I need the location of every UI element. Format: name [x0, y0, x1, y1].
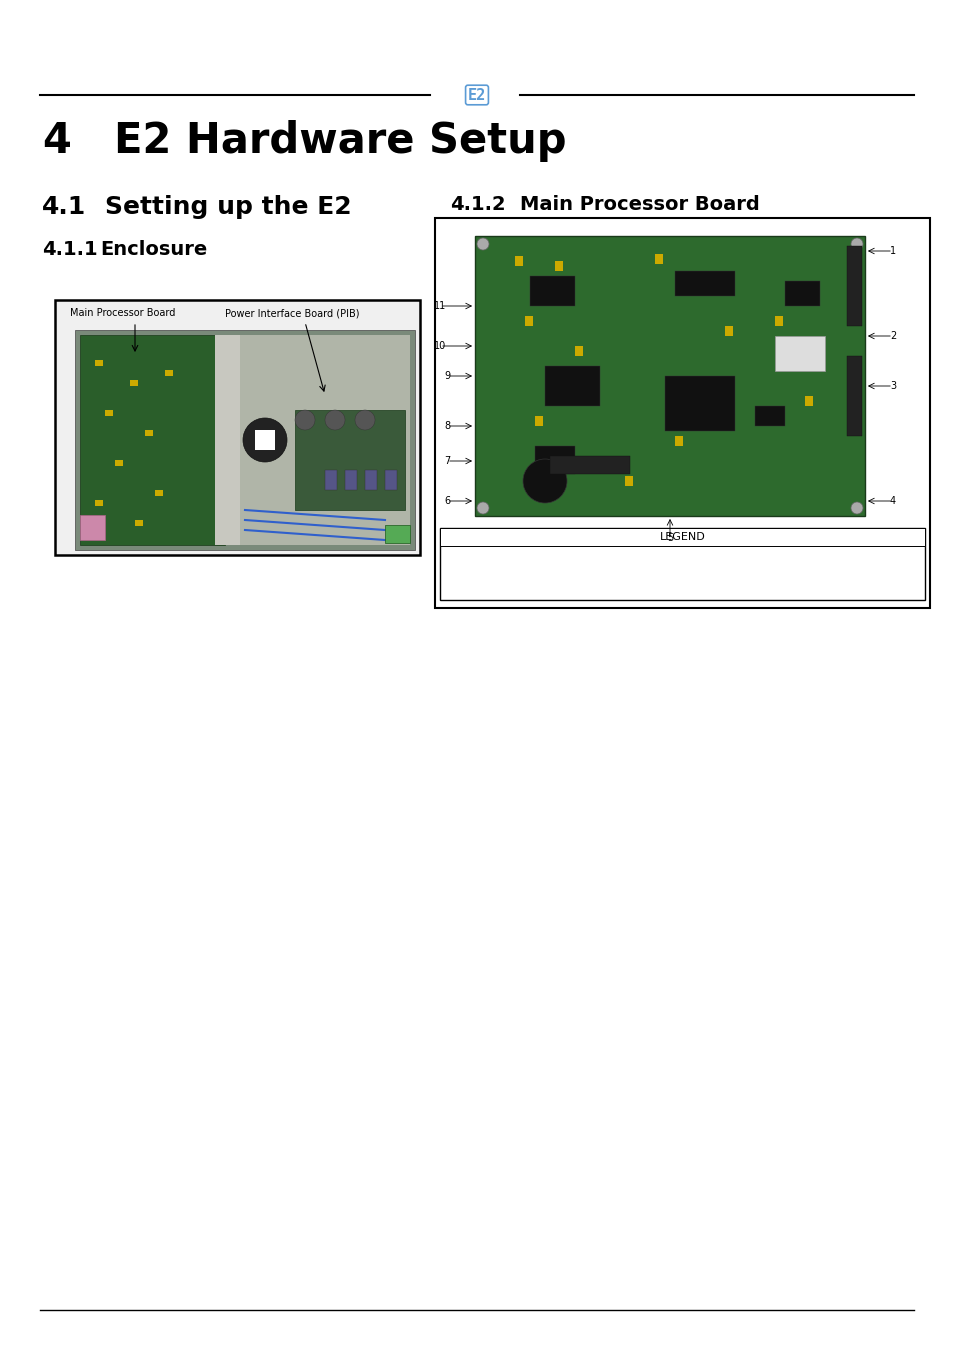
Text: 3: 3 — [889, 381, 895, 392]
Bar — [95, 360, 103, 366]
Bar — [135, 520, 143, 526]
Bar — [105, 410, 112, 416]
Text: 11: 11 — [434, 301, 446, 310]
Text: 6: 6 — [443, 495, 450, 506]
Bar — [80, 335, 225, 545]
Circle shape — [850, 502, 862, 514]
Bar — [535, 416, 542, 427]
Circle shape — [243, 418, 287, 462]
Text: LEGEND: LEGEND — [659, 532, 704, 541]
Bar — [655, 254, 662, 265]
Bar — [784, 281, 820, 306]
Text: Setting up the E2: Setting up the E2 — [105, 194, 352, 219]
Text: 10: 10 — [434, 342, 446, 351]
Bar — [154, 490, 163, 495]
Text: 4.1: 4.1 — [42, 194, 86, 219]
Bar — [95, 500, 103, 506]
Bar — [475, 236, 864, 516]
Circle shape — [476, 238, 489, 250]
Bar — [846, 356, 862, 436]
Text: 1: 1 — [889, 246, 895, 256]
Circle shape — [355, 410, 375, 431]
Text: E2: E2 — [467, 88, 486, 103]
Bar — [294, 410, 405, 510]
Text: E2 Hardware Setup: E2 Hardware Setup — [85, 120, 566, 162]
Bar — [439, 528, 924, 545]
Bar — [75, 329, 415, 549]
Text: 2: 2 — [889, 331, 895, 342]
Bar — [515, 256, 522, 266]
Bar — [530, 275, 575, 306]
Bar — [385, 525, 410, 543]
Bar — [214, 335, 245, 545]
Bar — [575, 346, 582, 356]
Bar — [130, 379, 138, 386]
Bar — [435, 217, 929, 608]
Circle shape — [294, 410, 314, 431]
Bar — [774, 336, 824, 371]
Circle shape — [325, 410, 345, 431]
Bar — [115, 460, 123, 466]
Text: 5: 5 — [666, 533, 673, 543]
Bar — [365, 470, 376, 490]
Bar — [804, 396, 812, 406]
Text: 4.1.1: 4.1.1 — [42, 240, 97, 259]
Bar — [524, 316, 533, 325]
Text: 8: 8 — [443, 421, 450, 431]
Circle shape — [522, 459, 566, 504]
Bar — [724, 325, 732, 336]
Bar — [544, 366, 599, 406]
Bar — [535, 446, 575, 474]
Text: 4.1.2: 4.1.2 — [450, 194, 505, 215]
Circle shape — [476, 502, 489, 514]
Bar — [664, 377, 734, 431]
Bar — [754, 406, 784, 427]
Text: 7: 7 — [443, 456, 450, 466]
Text: 9: 9 — [443, 371, 450, 381]
Bar — [774, 316, 782, 325]
Bar — [145, 431, 152, 436]
Bar — [254, 431, 274, 450]
Bar — [345, 470, 356, 490]
Bar — [624, 477, 633, 486]
Bar — [325, 470, 336, 490]
Bar — [240, 335, 410, 545]
Bar — [550, 456, 629, 474]
Text: 4: 4 — [889, 495, 895, 506]
Text: 4: 4 — [42, 120, 71, 162]
Circle shape — [850, 238, 862, 250]
Text: Power Interface Board (PIB): Power Interface Board (PIB) — [225, 308, 359, 319]
Bar — [80, 514, 105, 540]
Text: Main Processor Board: Main Processor Board — [519, 194, 759, 215]
Bar — [675, 436, 682, 446]
Text: Main Processor Board: Main Processor Board — [70, 308, 175, 319]
Bar — [846, 246, 862, 325]
Bar — [439, 528, 924, 599]
Bar — [165, 370, 172, 377]
Bar — [675, 271, 734, 296]
Bar — [555, 261, 562, 271]
Bar — [55, 300, 419, 555]
Text: Enclosure: Enclosure — [100, 240, 207, 259]
Bar — [385, 470, 396, 490]
